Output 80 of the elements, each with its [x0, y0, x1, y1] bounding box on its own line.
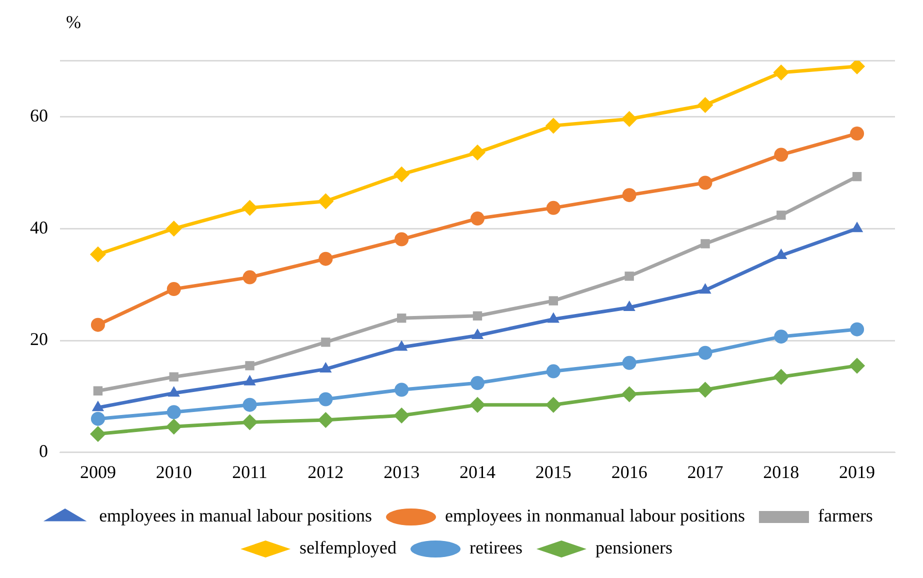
point [245, 361, 254, 370]
point [90, 412, 105, 426]
point [90, 246, 106, 262]
point [774, 148, 788, 162]
point [394, 166, 410, 182]
point [776, 210, 786, 220]
point [622, 356, 636, 370]
x-tick-label: 2009 [80, 462, 116, 482]
point [396, 314, 406, 323]
point [624, 272, 634, 281]
y-tick-label: 20 [30, 329, 48, 350]
point [321, 338, 330, 347]
point [90, 426, 106, 442]
x-tick-label: 2017 [687, 462, 724, 482]
point [697, 382, 714, 398]
y-tick-label: 0 [39, 441, 48, 462]
point [92, 400, 104, 412]
point [320, 362, 332, 373]
point [773, 368, 790, 385]
point [850, 322, 864, 336]
point [242, 200, 258, 216]
legend-label: pensioners [595, 538, 672, 558]
point [166, 282, 181, 296]
y-axis-title: % [66, 12, 81, 33]
point [698, 346, 712, 360]
x-tick-label: 2018 [763, 462, 800, 482]
x-tick-label: 2010 [156, 462, 192, 482]
point [168, 386, 180, 397]
point [470, 212, 484, 226]
legend-label: retirees [470, 538, 522, 558]
point [852, 172, 862, 182]
point [242, 414, 258, 430]
x-tick-label: 2014 [460, 462, 496, 482]
point [849, 358, 866, 374]
point [318, 252, 333, 266]
point [394, 382, 409, 397]
point [774, 330, 788, 344]
point [169, 372, 178, 382]
point [242, 398, 257, 412]
point [470, 144, 486, 161]
x-tick-label: 2013 [384, 462, 420, 482]
y-tick-label: 40 [30, 217, 48, 238]
point [621, 110, 638, 127]
x-tick-label: 2016 [611, 462, 648, 482]
point [166, 220, 182, 237]
y-tick-label: 60 [30, 105, 48, 126]
legend-label: selfemployed [300, 538, 397, 558]
point [700, 239, 710, 248]
point [697, 96, 714, 113]
point [394, 232, 409, 246]
point [318, 412, 334, 428]
point [622, 188, 636, 202]
legend-label: employees in nonmanual labour positions [445, 506, 745, 526]
point [470, 376, 484, 390]
point [166, 418, 182, 435]
x-tick-label: 2015 [535, 462, 572, 482]
x-tick-label: 2011 [232, 462, 268, 482]
legend-label: farmers [818, 506, 873, 526]
point [90, 318, 105, 332]
legend-label: employees in manual labour positions [99, 506, 372, 526]
point [545, 396, 562, 413]
point [470, 396, 486, 413]
point [548, 296, 558, 306]
point [93, 386, 103, 396]
point [621, 386, 638, 402]
x-tick-label: 2012 [308, 462, 344, 482]
point [546, 364, 560, 378]
point [472, 311, 482, 320]
point [545, 118, 562, 134]
point [166, 405, 181, 420]
point [773, 64, 790, 81]
point [623, 300, 636, 312]
point [850, 126, 864, 141]
point [394, 407, 410, 424]
point [242, 270, 257, 284]
point [318, 392, 333, 406]
point [318, 193, 334, 210]
x-tick-label: 2019 [839, 462, 876, 482]
point [546, 200, 560, 215]
point [698, 176, 712, 190]
